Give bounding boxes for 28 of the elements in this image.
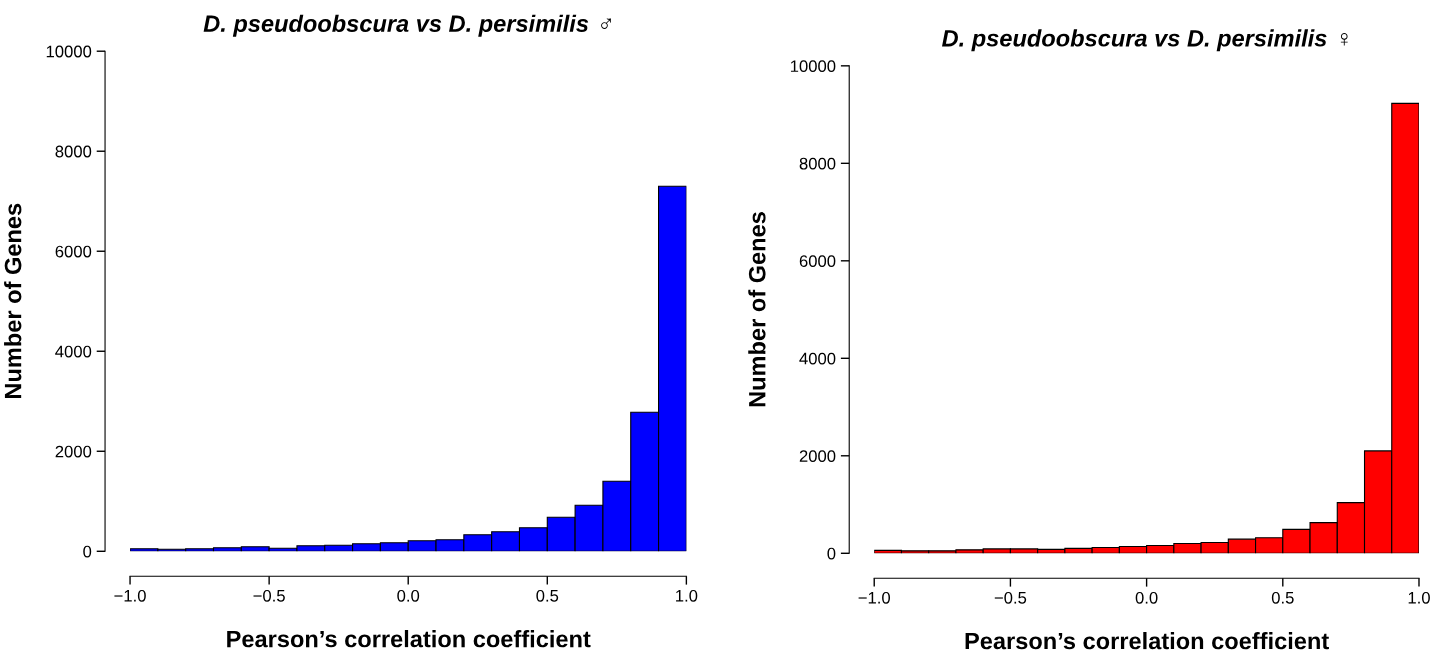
y-tick-label: 4000 [55, 345, 92, 358]
chart-title: D. pseudoobscura vs D. persimilis ♂ [203, 14, 612, 37]
y-tick-label: 2000 [799, 450, 836, 462]
y-tick-label: 10000 [46, 45, 92, 58]
x-tick-label: −0.5 [253, 589, 285, 602]
y-tick-label: 4000 [799, 352, 836, 365]
x-tick-label: 0.0 [397, 589, 420, 602]
y-tick-label: 0 [83, 545, 92, 558]
x-tick-label: −1.0 [858, 591, 891, 604]
y-tick-label: 10000 [790, 60, 836, 73]
x-tick-label: −1.0 [114, 589, 146, 602]
x-tick-label: −0.5 [994, 591, 1027, 604]
y-tick-label: 6000 [799, 255, 836, 268]
x-axis-title: Pearson’s correlation coefficient [227, 630, 591, 648]
y-tick-label: 2000 [55, 445, 92, 458]
y-axis-title: Number of Genes [4, 203, 22, 399]
y-tick-label: 8000 [55, 145, 92, 158]
x-tick-label: 1.0 [676, 589, 698, 602]
y-tick-label: 6000 [55, 245, 92, 258]
chart-title: D. pseudoobscura vs D. persimilis ♀ [942, 29, 1348, 52]
x-tick-label: 0.0 [1135, 591, 1158, 604]
x-tick-label: 0.5 [1271, 591, 1294, 604]
y-axis-title: Number of Genes [748, 212, 766, 407]
x-tick-label: 1.0 [1408, 591, 1430, 604]
x-tick-label: 0.5 [536, 589, 559, 602]
x-axis-title: Pearson’s correlation coefficient [965, 632, 1329, 650]
y-tick-label: 0 [827, 547, 836, 560]
y-tick-label: 8000 [799, 157, 836, 170]
